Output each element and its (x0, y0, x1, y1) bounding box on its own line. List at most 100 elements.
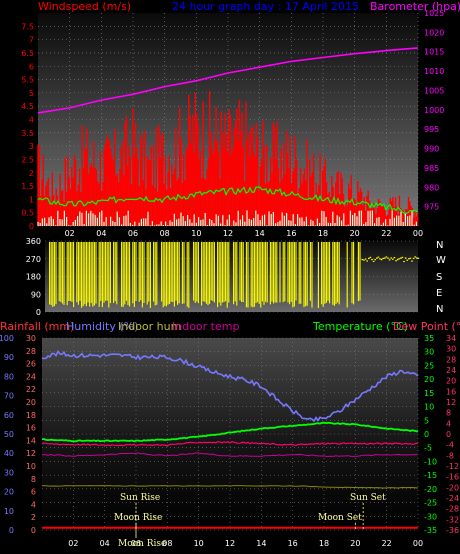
temperature-x-tick: 12 (225, 539, 235, 548)
humidity-label: Humidity (%) (66, 320, 138, 333)
rain-y-tick: 8 (31, 475, 36, 484)
rain-y-tick: 16 (26, 424, 36, 433)
rain-y-tick: 30 (26, 334, 36, 343)
dew-point-y-tick: 8 (446, 409, 451, 418)
barometer-y-tick: 1020 (424, 28, 444, 37)
wind-x-tick: 08 (160, 229, 170, 238)
axis-tick-layer: 0 0.5 1 1.5 2 2.5 3 3.5 4 4.5 5 5.5 6 6.5 7 7.5 975 980 98… (0, 9, 459, 548)
sun-rise-label: Sun Rise (120, 493, 160, 503)
temperature-x-tick: 06 (131, 539, 141, 548)
dew-point-y-tick: -16 (446, 473, 459, 482)
temperature-line (42, 421, 419, 443)
barometer-y-tick: 990 (424, 145, 439, 154)
dew-point-y-tick: 34 (446, 334, 456, 343)
dew-point-y-tick: 24 (446, 366, 456, 375)
wind-x-tick: 06 (128, 229, 138, 238)
barometer-y-tick: 995 (424, 125, 439, 134)
temperature-y-tick: 0 (424, 430, 429, 439)
dew-point-y-tick: 4 (446, 419, 451, 428)
wind-y-tick: 7.5 (21, 22, 34, 31)
temperature-label: Temperature (°C) (312, 320, 408, 333)
direction-y-tick: 360 (26, 237, 41, 246)
wind-y-tick: 3 (29, 142, 34, 151)
compass-w: W (436, 255, 446, 266)
direction-y-tick: 270 (26, 255, 41, 264)
windspeed-label: Windspeed (m/s) (38, 0, 131, 13)
humidity-y-tick: 90 (4, 353, 14, 362)
wind-x-tick: 04 (96, 229, 106, 238)
compass-s: S (436, 272, 442, 283)
rain-y-tick: 0 (31, 526, 36, 535)
temperature-y-tick: -30 (424, 512, 437, 521)
rain-y-tick: 26 (26, 360, 36, 369)
humidity-y-tick: 80 (4, 372, 14, 381)
temperature-x-tick: 08 (162, 539, 172, 548)
humidity-y-tick: 30 (4, 468, 14, 477)
temperature-y-tick: 5 (424, 416, 429, 425)
dew-point-y-tick: 16 (446, 387, 456, 396)
wind-x-tick: 16 (286, 229, 296, 238)
wind-average-line (37, 186, 419, 215)
indoor-humidity-line (41, 485, 419, 489)
temperature-y-tick: -20 (424, 485, 437, 494)
rain-y-tick: 12 (26, 449, 36, 458)
dew-point-y-tick: -4 (446, 441, 454, 450)
dew-point-y-tick: 20 (446, 377, 456, 386)
wind-x-tick: 14 (255, 229, 265, 238)
wind-y-tick: 3.5 (21, 129, 34, 138)
wind-x-tick: 20 (350, 229, 360, 238)
rain-y-tick: 28 (26, 347, 36, 356)
humidity-y-tick: 20 (4, 488, 14, 497)
temperature-y-tick: -15 (424, 471, 437, 480)
wind-x-tick: 18 (318, 229, 328, 238)
temperature-x-tick: 22 (382, 539, 392, 548)
direction-series-layer (49, 241, 420, 308)
moon-rise-label: Moon Rise (114, 513, 162, 523)
temperature-series-layer (41, 349, 419, 538)
barometer-y-tick: 1015 (424, 48, 444, 57)
dew-point-y-tick: -20 (446, 483, 459, 492)
temperature-y-tick: 10 (424, 403, 434, 412)
dew-point-label: Dew Point (°C) (393, 320, 460, 333)
wind-x-tick: 22 (381, 229, 391, 238)
wind-y-tick: 7 (29, 36, 34, 45)
temperature-x-tick: 10 (194, 539, 204, 548)
barometer-y-tick: 975 (424, 203, 439, 212)
wind-y-tick: 4 (29, 116, 34, 125)
humidity-y-tick: 10 (4, 507, 14, 516)
rain-y-tick: 20 (26, 398, 36, 407)
dew-point-y-tick: 28 (446, 355, 456, 364)
temperature-y-tick: 15 (424, 389, 434, 398)
wind-y-tick: 0.5 (21, 209, 34, 218)
wind-y-tick: 5.5 (21, 76, 34, 85)
wind-series-layer (37, 47, 419, 226)
barometer-y-tick: 1005 (424, 86, 444, 95)
humidity-y-tick: 70 (4, 392, 14, 401)
dew-point-y-tick: 0 (446, 430, 451, 439)
humidity-y-tick: 50 (4, 430, 14, 439)
indoor-hum-label: Indoor hum (118, 320, 181, 333)
wind-y-tick: 1.5 (21, 182, 34, 191)
humidity-y-tick: 60 (4, 411, 14, 420)
temperature-x-tick: 04 (100, 539, 110, 548)
barometer-y-tick: 980 (424, 183, 439, 192)
dew-point-y-tick: -28 (446, 505, 459, 514)
sun-set-label: Sun Set (350, 493, 386, 503)
wind-y-tick: 5 (29, 89, 34, 98)
barometer-label: Barometer (hpa) (370, 0, 460, 13)
temperature-y-tick: 20 (424, 375, 434, 384)
compass-e: E (436, 288, 442, 299)
rain-y-tick: 24 (26, 372, 36, 381)
temperature-x-tick: 20 (350, 539, 360, 548)
temperature-grid (42, 337, 419, 531)
temperature-y-tick: -25 (424, 499, 437, 508)
direction-y-tick: 0 (36, 308, 41, 317)
wind-x-tick: 02 (65, 229, 75, 238)
temperature-y-tick: 25 (424, 361, 434, 370)
wind-y-tick: 4.5 (21, 102, 34, 111)
barometer-y-tick: 1000 (424, 106, 444, 115)
rain-y-tick: 18 (26, 411, 36, 420)
moon-rise-axis-label: Moon Rise (118, 539, 166, 549)
